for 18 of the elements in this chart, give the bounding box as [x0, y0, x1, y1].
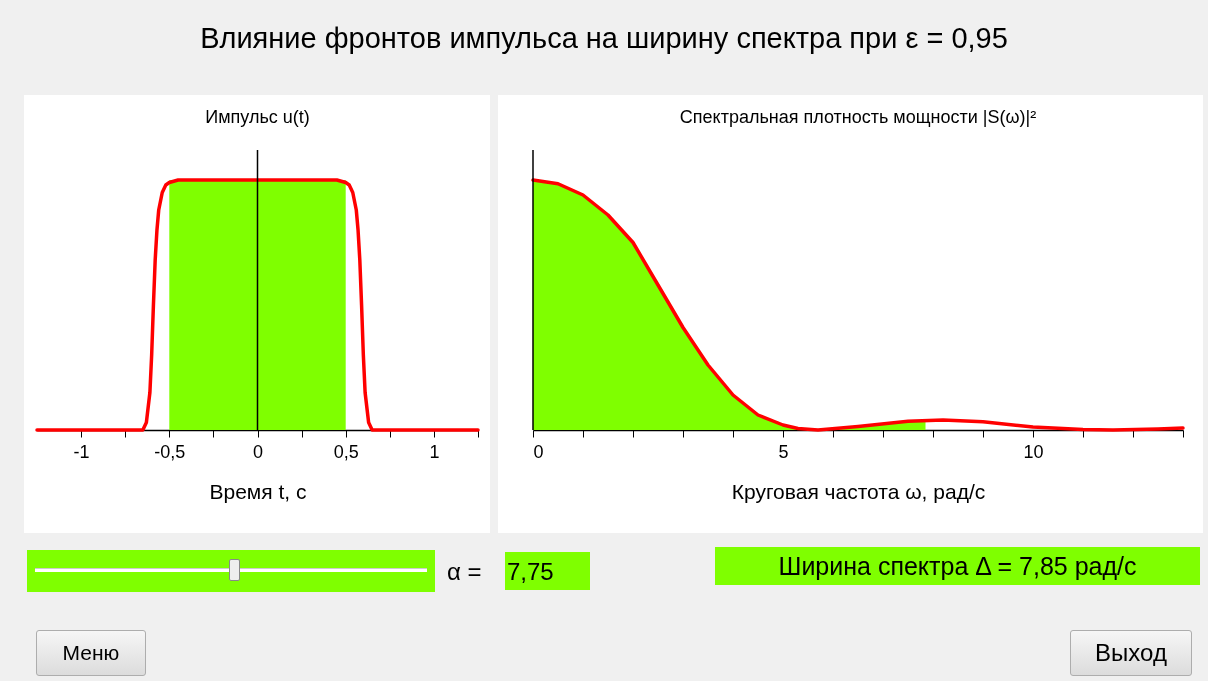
text: Ширина спектра Δ = 7,85 рад/с — [715, 547, 1200, 585]
x-tick-label: 10 — [1023, 441, 1044, 462]
x-tick-label: 0,5 — [333, 441, 359, 462]
x-tick-label: 5 — [778, 441, 789, 462]
x-axis-title: Круговая частота ω, рад/с — [731, 479, 986, 503]
chart-title: Импульс u(t) — [205, 107, 310, 128]
x-tick-label: -0,5 — [154, 441, 186, 462]
x-tick-label: 0 — [252, 441, 264, 462]
x-axis-title: Время t, с — [209, 479, 307, 503]
text: Влияние фронтов импульса на ширину спектра при ε = 0,95 — [199, 22, 1009, 55]
x-tick-label: 1 — [429, 441, 440, 462]
exit-button: Выход — [1070, 630, 1192, 676]
menu-button: Меню — [36, 630, 146, 676]
x-tick-label: -1 — [73, 441, 90, 462]
chart-title: Спектральная плотность мощности |S(ω)|² — [679, 107, 1037, 128]
input-field: 7,75 — [505, 552, 590, 590]
x-tick-label: 0 — [533, 441, 544, 462]
text: α = — [447, 558, 482, 586]
